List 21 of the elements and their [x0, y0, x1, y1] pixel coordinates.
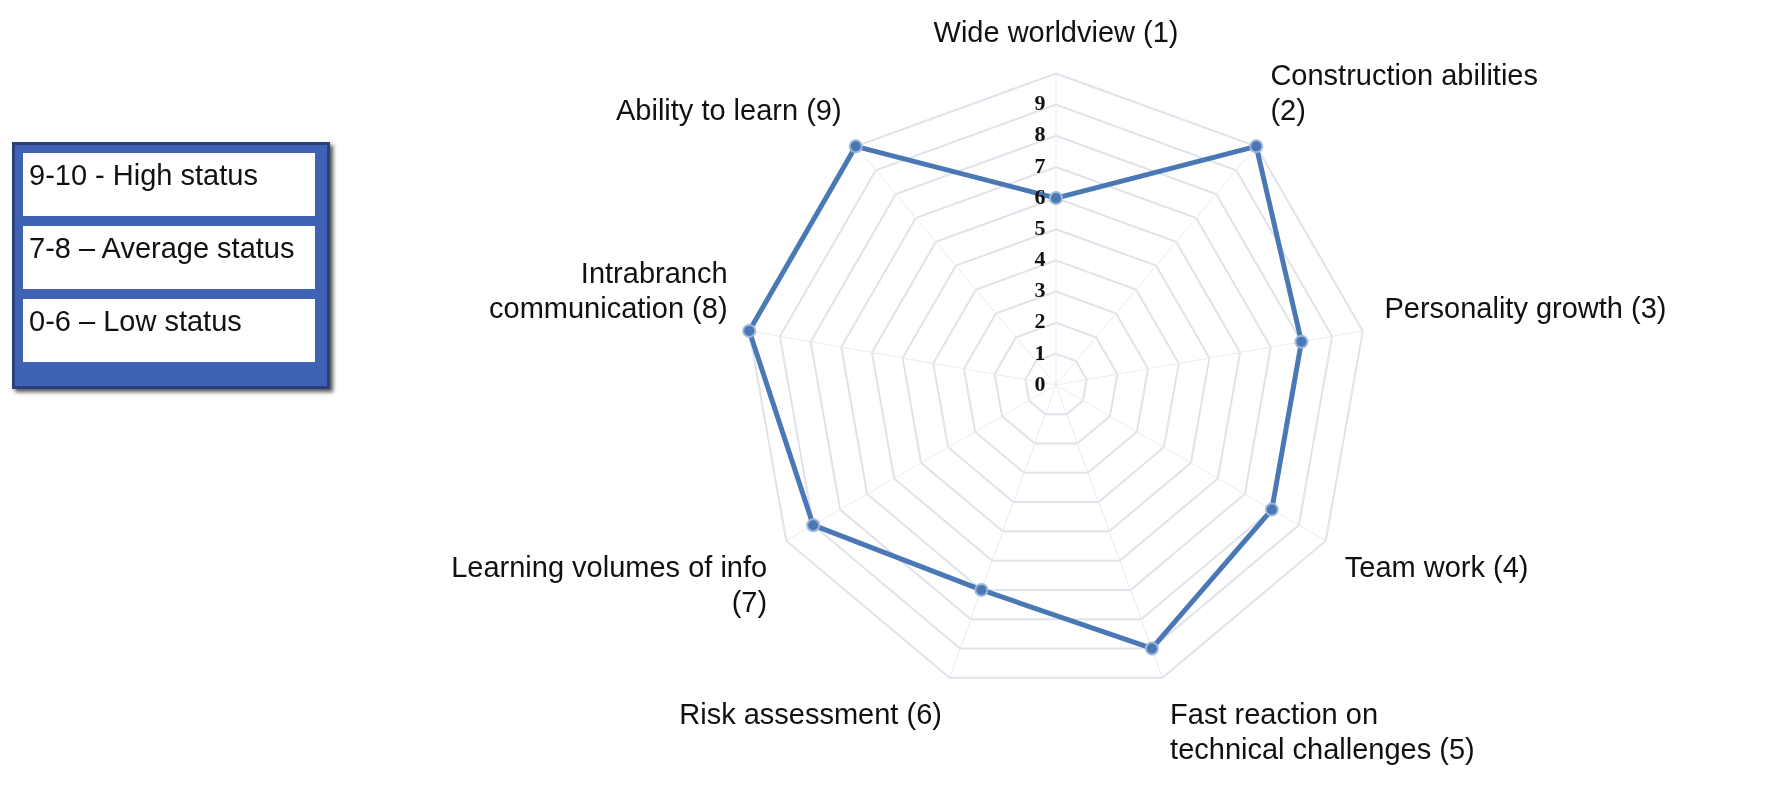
y-tick-label: 5	[1034, 214, 1046, 240]
spoke-label: Fast reaction on technical challenges (5)	[1170, 697, 1475, 765]
y-tick-label: 0	[1034, 370, 1046, 396]
spoke-label: Wide worldview (1)	[933, 16, 1179, 49]
y-tick-label: 8	[1034, 121, 1046, 147]
spoke-label: Personality growth (3)	[1384, 291, 1667, 324]
spoke-label: Ability to learn (9)	[615, 94, 842, 127]
spoke-label: Team work (4)	[1344, 551, 1529, 584]
text: 9-10 - High status	[23, 153, 315, 216]
y-tick-label: 7	[1034, 152, 1046, 178]
spoke-label: Learning volumes of info (7)	[451, 551, 768, 618]
spoke-label: Intrabranch communication (8)	[489, 256, 728, 324]
y-tick-label: 2	[1034, 308, 1046, 334]
spoke-label: Construction abilities (2)	[1270, 59, 1538, 127]
spoke-label: Risk assessment (6)	[679, 697, 942, 730]
text: 7-8 – Average status	[23, 226, 315, 289]
y-tick-label: 9	[1034, 90, 1046, 116]
text: 0-6 – Low status	[23, 299, 315, 362]
y-tick-label: 1	[1034, 339, 1046, 365]
y-tick-label: 3	[1034, 277, 1046, 303]
y-tick-label: 4	[1034, 246, 1046, 272]
